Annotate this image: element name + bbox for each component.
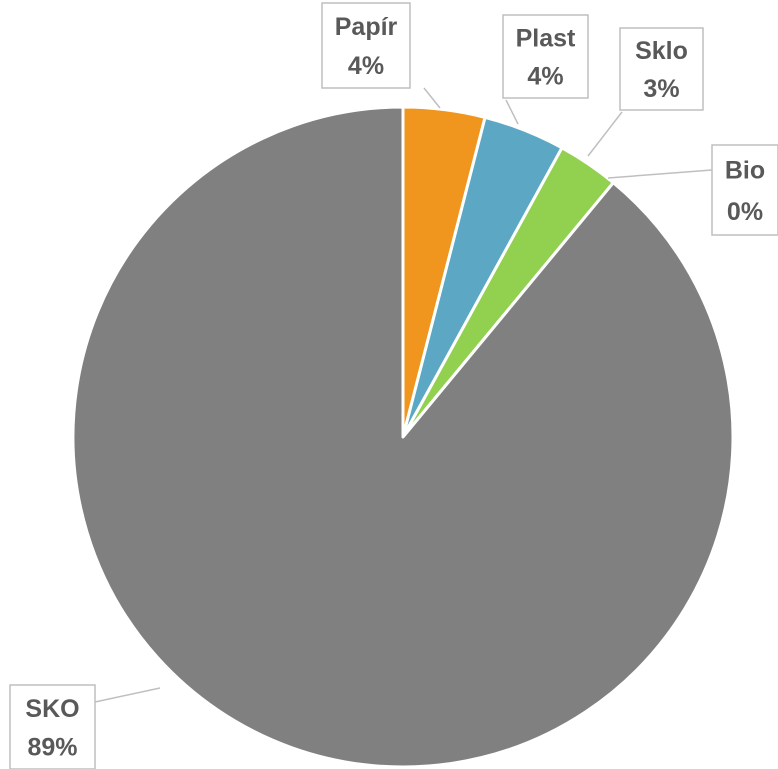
label-box [321, 2, 411, 89]
leader-line [423, 87, 441, 109]
leader-line [94, 687, 161, 703]
category-label: Papír [335, 13, 398, 41]
label-box [502, 14, 589, 99]
category-label: Plast [516, 25, 576, 53]
category-label: SKO [25, 695, 79, 723]
value-label: 3% [643, 75, 679, 103]
leader-line [587, 111, 623, 157]
leader-line [607, 169, 713, 179]
label-box [619, 27, 704, 111]
category-label: Sklo [635, 37, 688, 65]
leader-line [505, 99, 519, 125]
value-label: 4% [348, 52, 384, 80]
value-label: 0% [727, 198, 763, 226]
pie-slice [71, 105, 735, 769]
category-label: Bio [725, 157, 765, 185]
value-label: 89% [27, 733, 77, 761]
label-box [9, 684, 96, 769]
label-box [711, 144, 778, 236]
value-label: 4% [527, 63, 563, 91]
